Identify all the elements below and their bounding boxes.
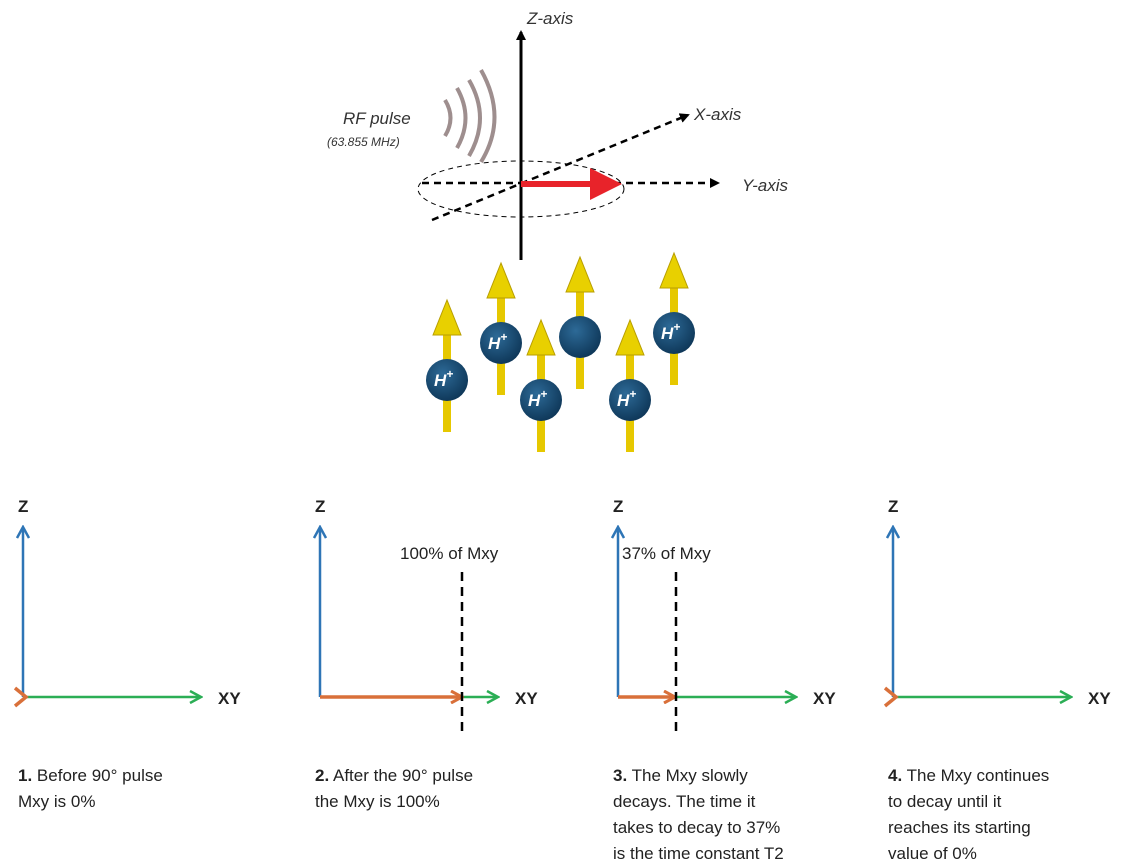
caption-text: value of 0% bbox=[888, 844, 977, 863]
caption-text: After the 90° pulse bbox=[333, 766, 473, 785]
caption-text: The Mxy continues bbox=[907, 766, 1050, 785]
x-axis-label: X-axis bbox=[693, 105, 742, 124]
caption-line: decays. The time it bbox=[613, 792, 756, 811]
rf-frequency-label: (63.855 MHz) bbox=[327, 135, 400, 149]
caption-text: the Mxy is 100% bbox=[315, 792, 440, 811]
proton: H+ bbox=[653, 253, 695, 385]
rf-pulse-label: RF pulse bbox=[343, 109, 411, 128]
mxy-arrow bbox=[15, 688, 26, 706]
caption-line: Mxy is 0% bbox=[18, 792, 95, 811]
caption-line: 2. After the 90° pulse bbox=[315, 766, 473, 785]
caption-line: 3. The Mxy slowly bbox=[613, 766, 748, 785]
spin-head bbox=[487, 263, 515, 298]
proton-charge: + bbox=[540, 387, 547, 401]
proton-symbol: H bbox=[488, 334, 501, 353]
proton-charge: + bbox=[673, 320, 680, 334]
caption-number: 3. bbox=[613, 766, 627, 785]
diagram: Z-axis X-axis Y-axis RF pulse (63.855 MH… bbox=[0, 0, 1126, 865]
caption-line: value of 0% bbox=[888, 844, 977, 863]
proton: H+ bbox=[520, 320, 562, 452]
panel: Z XY 1. Before 90° pulse Mxy is 0% bbox=[15, 497, 241, 811]
mxy-label: 100% of Mxy bbox=[400, 544, 499, 563]
proton-symbol: H bbox=[434, 371, 447, 390]
z-label: Z bbox=[18, 497, 28, 516]
panel: Z XY 37% of Mxy 3. The Mxy slowly decays. Th… bbox=[613, 497, 836, 863]
proton-charge: + bbox=[446, 367, 453, 381]
spin-head bbox=[616, 320, 644, 355]
proton: H+ bbox=[480, 263, 522, 395]
caption-number: 1. bbox=[18, 766, 32, 785]
panel: Z XY 4. The Mxy continues to decay until it… bbox=[885, 497, 1111, 863]
xy-label: XY bbox=[515, 689, 538, 708]
caption-number: 2. bbox=[315, 766, 329, 785]
caption-text: to decay until it bbox=[888, 792, 1002, 811]
panels: Z XY 1. Before 90° pulse Mxy is 0% Z XY 100% o… bbox=[15, 497, 1111, 863]
z-label: Z bbox=[888, 497, 898, 516]
caption-text: reaches its starting bbox=[888, 818, 1031, 837]
proton-symbol: H bbox=[661, 324, 674, 343]
xy-label: XY bbox=[813, 689, 836, 708]
y-axis-label: Y-axis bbox=[742, 176, 788, 195]
caption-line: 1. Before 90° pulse bbox=[18, 766, 163, 785]
proton bbox=[559, 257, 601, 389]
caption-line: takes to decay to 37% bbox=[613, 818, 780, 837]
caption-line: the Mxy is 100% bbox=[315, 792, 440, 811]
protons: H+H+H+H+H+ bbox=[426, 253, 695, 452]
proton: H+ bbox=[426, 300, 468, 432]
caption-line: 4. The Mxy continues bbox=[888, 766, 1049, 785]
xy-label: XY bbox=[1088, 689, 1111, 708]
proton: H+ bbox=[609, 320, 651, 452]
caption-text: Mxy is 0% bbox=[18, 792, 95, 811]
caption-number: 4. bbox=[888, 766, 902, 785]
spin-head bbox=[433, 300, 461, 335]
caption-text: Before 90° pulse bbox=[37, 766, 163, 785]
proton-sphere bbox=[559, 316, 601, 358]
caption-text: The Mxy slowly bbox=[632, 766, 749, 785]
proton-symbol: H bbox=[617, 391, 630, 410]
z-label: Z bbox=[613, 497, 623, 516]
spin-head bbox=[660, 253, 688, 288]
panel: Z XY 100% of Mxy 2. After the 90° pulse the … bbox=[315, 497, 538, 811]
caption-line: is the time constant T2 bbox=[613, 844, 784, 863]
caption-text: takes to decay to 37% bbox=[613, 818, 780, 837]
caption-line: to decay until it bbox=[888, 792, 1002, 811]
mxy-arrow bbox=[885, 688, 896, 706]
caption-line: reaches its starting bbox=[888, 818, 1031, 837]
caption-text: decays. The time it bbox=[613, 792, 756, 811]
spin-head bbox=[527, 320, 555, 355]
proton-charge: + bbox=[500, 330, 507, 344]
page: {"header_diagram":{"z_axis":"Z-axis","x_… bbox=[0, 0, 1126, 865]
xy-label: XY bbox=[218, 689, 241, 708]
spin-head bbox=[566, 257, 594, 292]
z-label: Z bbox=[315, 497, 325, 516]
z-axis-label: Z-axis bbox=[526, 9, 574, 28]
proton-symbol: H bbox=[528, 391, 541, 410]
rf-diagram: Z-axis X-axis Y-axis RF pulse (63.855 MH… bbox=[327, 9, 788, 260]
proton-charge: + bbox=[629, 387, 636, 401]
mxy-label: 37% of Mxy bbox=[622, 544, 711, 563]
caption-text: is the time constant T2 bbox=[613, 844, 784, 863]
